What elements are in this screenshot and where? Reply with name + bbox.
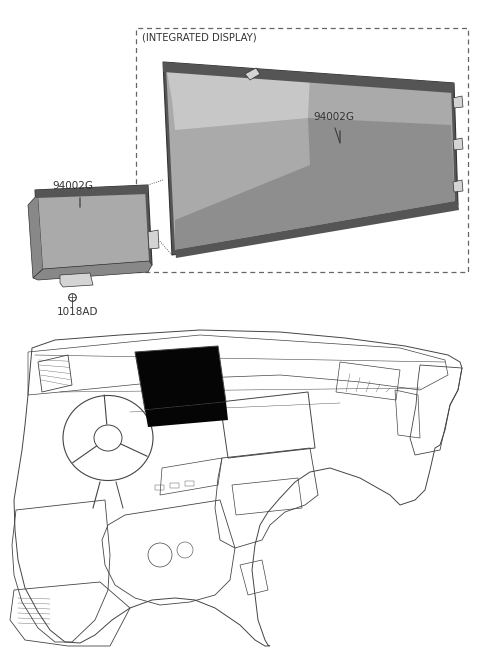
Polygon shape bbox=[453, 180, 463, 192]
Polygon shape bbox=[28, 194, 43, 278]
Polygon shape bbox=[33, 261, 152, 280]
Bar bbox=[170, 483, 179, 488]
Polygon shape bbox=[163, 62, 454, 93]
Bar bbox=[136, 28, 468, 272]
Polygon shape bbox=[60, 273, 93, 287]
Text: 94002G: 94002G bbox=[52, 181, 93, 191]
Polygon shape bbox=[175, 118, 455, 250]
Polygon shape bbox=[245, 68, 260, 80]
Polygon shape bbox=[38, 189, 149, 269]
Polygon shape bbox=[35, 185, 148, 198]
Bar bbox=[185, 481, 194, 486]
Text: (INTEGRATED DISPLAY): (INTEGRATED DISPLAY) bbox=[142, 33, 257, 43]
Bar bbox=[155, 485, 164, 490]
Polygon shape bbox=[148, 230, 159, 249]
Polygon shape bbox=[145, 402, 228, 427]
Polygon shape bbox=[166, 66, 310, 130]
Polygon shape bbox=[135, 346, 226, 410]
Polygon shape bbox=[35, 185, 152, 273]
Text: 1018AD: 1018AD bbox=[57, 307, 98, 317]
Polygon shape bbox=[453, 96, 463, 108]
Text: 94002G: 94002G bbox=[313, 112, 354, 122]
Polygon shape bbox=[163, 62, 458, 255]
Polygon shape bbox=[175, 202, 459, 258]
Polygon shape bbox=[453, 138, 463, 150]
Polygon shape bbox=[166, 66, 455, 250]
